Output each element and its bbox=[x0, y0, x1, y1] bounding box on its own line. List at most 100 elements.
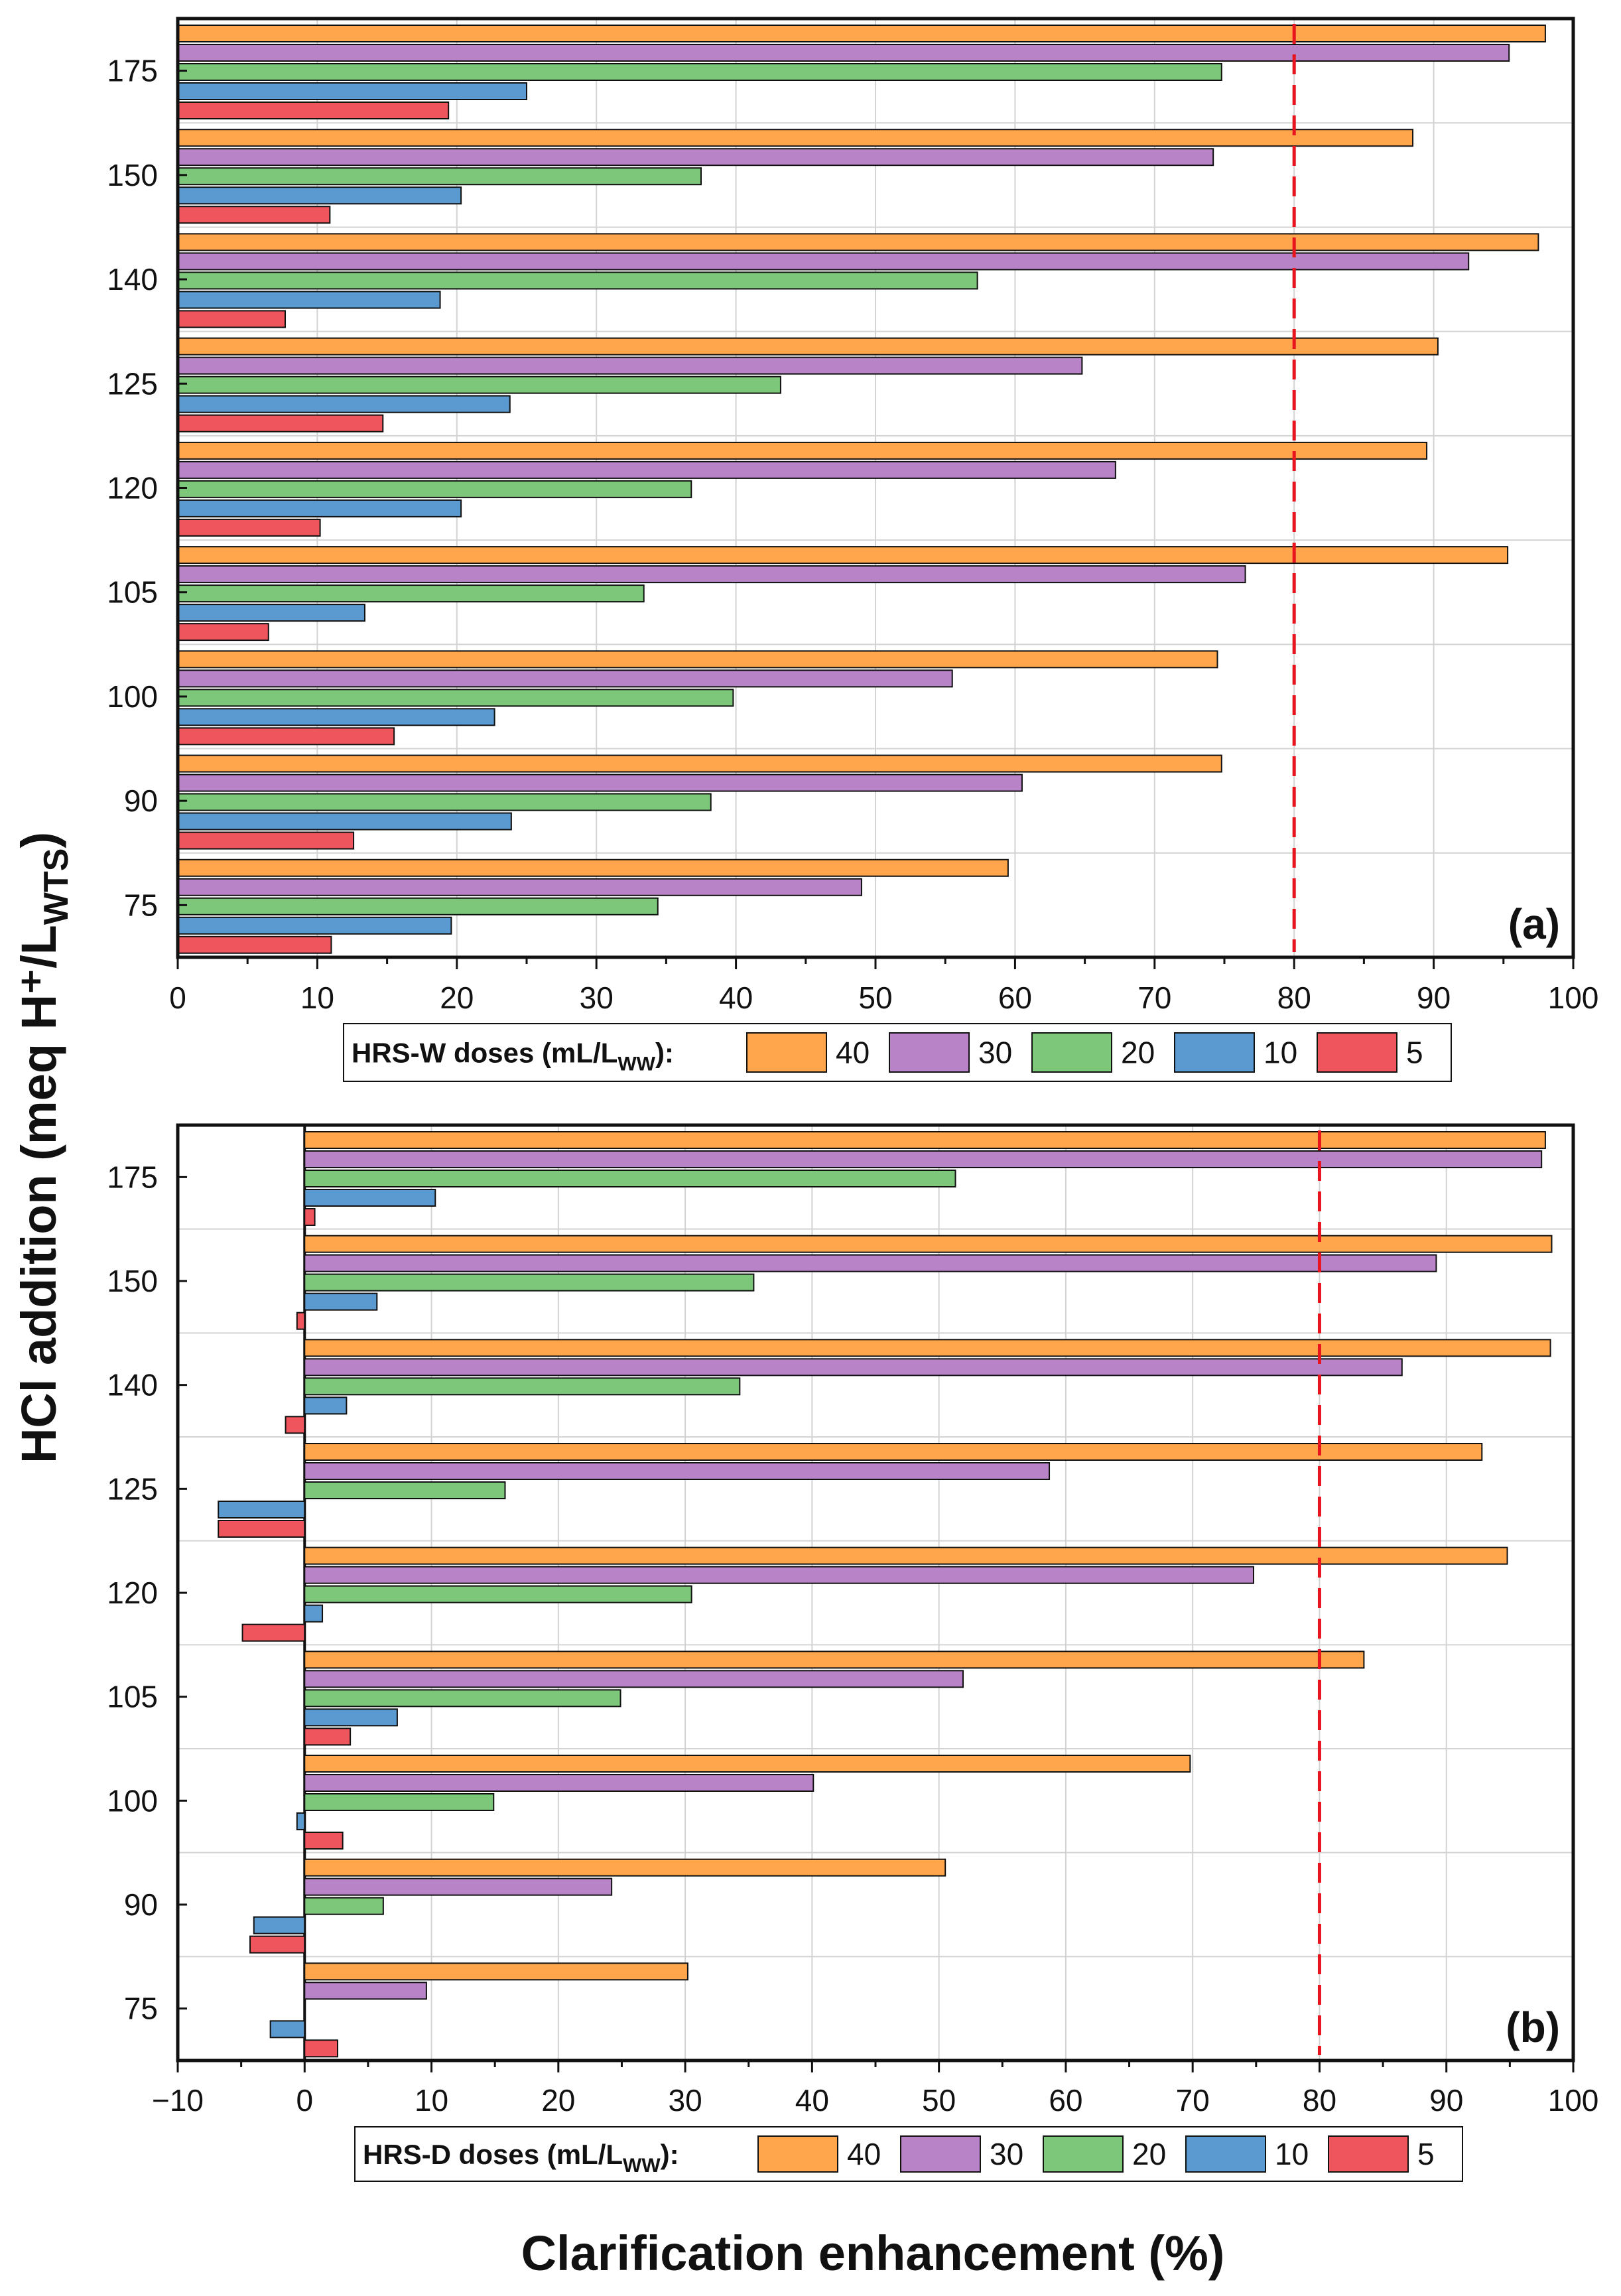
y-axis-title-close: ) bbox=[11, 832, 66, 848]
bar-140-dose-40 bbox=[304, 1339, 1551, 1357]
x-tick-label: 30 bbox=[669, 2083, 702, 2118]
bar-125-dose-20 bbox=[304, 1481, 506, 1499]
x-tick-label: 60 bbox=[998, 980, 1032, 1015]
legend: HRS-D doses (mL/LWW): 40 30 20 10 5 bbox=[354, 2126, 1463, 2182]
bar-150-dose-10 bbox=[304, 1292, 378, 1311]
x-tick-label: 40 bbox=[795, 2083, 829, 2118]
x-tick-label: −10 bbox=[152, 2083, 204, 2118]
bar-105-dose-5 bbox=[304, 1727, 352, 1746]
y-tick-label: 90 bbox=[124, 1887, 158, 1922]
x-tick-label: 90 bbox=[1429, 2083, 1463, 2118]
bar-105-dose-10 bbox=[177, 604, 365, 622]
legend-swatch-5 bbox=[1328, 2135, 1409, 2173]
bar-90-dose-20 bbox=[177, 793, 712, 811]
bar-125-dose-30 bbox=[304, 1462, 1051, 1480]
y-tick-label: 105 bbox=[107, 1680, 158, 1714]
y-tick-label: 140 bbox=[107, 262, 158, 297]
bar-140-dose-20 bbox=[177, 271, 978, 290]
bar-90-dose-40 bbox=[177, 754, 1222, 773]
bar-175-dose-40 bbox=[304, 1131, 1546, 1149]
bar-105-dose-30 bbox=[177, 565, 1246, 584]
legend-swatch-40 bbox=[746, 1032, 827, 1073]
x-tick-label: 70 bbox=[1137, 980, 1171, 1015]
legend-swatch-30 bbox=[900, 2135, 981, 2173]
bar-75-dose-10 bbox=[269, 2020, 306, 2039]
bar-100-dose-30 bbox=[304, 1774, 814, 1792]
legend-label-10: 10 bbox=[1275, 2137, 1309, 2171]
bar-150-dose-30 bbox=[304, 1254, 1437, 1272]
bar-100-dose-40 bbox=[304, 1755, 1191, 1773]
bar-90-dose-30 bbox=[177, 774, 1023, 792]
bar-175-dose-30 bbox=[177, 44, 1510, 62]
bar-125-dose-30 bbox=[177, 356, 1083, 375]
bar-105-dose-40 bbox=[177, 546, 1509, 565]
legend-label-5: 5 bbox=[1417, 2137, 1435, 2171]
bar-125-dose-40 bbox=[177, 337, 1439, 356]
bar-175-dose-30 bbox=[304, 1150, 1543, 1168]
bar-120-dose-5 bbox=[177, 518, 321, 537]
y-tick-label: 175 bbox=[107, 1160, 158, 1194]
bar-125-dose-5 bbox=[218, 1520, 306, 1538]
bar-105-dose-20 bbox=[177, 584, 645, 603]
bar-125-dose-10 bbox=[218, 1501, 306, 1519]
legend: HRS-W doses (mL/LWW): 40 30 20 10 5 bbox=[343, 1023, 1452, 1082]
bar-120-dose-30 bbox=[177, 460, 1116, 479]
bar-150-dose-5 bbox=[296, 1312, 306, 1330]
bar-90-dose-5 bbox=[177, 831, 355, 850]
panel-label: (b) bbox=[1506, 2003, 1560, 2051]
bar-75-dose-30 bbox=[304, 1982, 427, 2000]
bar-120-dose-30 bbox=[304, 1566, 1254, 1584]
legend-swatch-5 bbox=[1317, 1032, 1397, 1073]
x-tick-label: 20 bbox=[541, 2083, 575, 2118]
y-tick-label: 120 bbox=[107, 471, 158, 506]
bar-75-dose-5 bbox=[304, 2039, 339, 2058]
y-tick-label: 100 bbox=[107, 1783, 158, 1818]
bar-75-dose-5 bbox=[177, 935, 332, 954]
y-tick-label: 140 bbox=[107, 1368, 158, 1402]
bar-75-dose-20 bbox=[177, 897, 659, 915]
x-tick-label: 0 bbox=[296, 2083, 313, 2118]
bar-140-dose-30 bbox=[304, 1358, 1403, 1377]
x-tick-label: 50 bbox=[858, 980, 892, 1015]
bar-100-dose-10 bbox=[177, 708, 495, 726]
bar-150-dose-40 bbox=[304, 1235, 1553, 1253]
panel-label: (a) bbox=[1508, 900, 1560, 948]
x-tick-label: 80 bbox=[1303, 2083, 1336, 2118]
legend-swatch-20 bbox=[1043, 2135, 1124, 2173]
bar-120-dose-40 bbox=[304, 1546, 1508, 1565]
bar-120-dose-20 bbox=[304, 1585, 692, 1603]
legend-label-40: 40 bbox=[836, 1036, 870, 1070]
bar-100-dose-20 bbox=[177, 689, 734, 707]
bar-90-dose-30 bbox=[304, 1877, 613, 1896]
x-tick-label: 0 bbox=[169, 980, 186, 1015]
x-tick-label: 50 bbox=[922, 2083, 956, 2118]
bar-100-dose-10 bbox=[296, 1812, 306, 1830]
bar-90-dose-5 bbox=[249, 1935, 306, 1954]
bar-125-dose-5 bbox=[177, 414, 384, 433]
bar-90-dose-10 bbox=[177, 812, 512, 831]
bar-140-dose-10 bbox=[177, 291, 441, 309]
bar-140-dose-40 bbox=[177, 233, 1539, 251]
bar-125-dose-40 bbox=[304, 1443, 1483, 1461]
legend-label-30: 30 bbox=[978, 1036, 1012, 1070]
x-tick-label: 10 bbox=[300, 980, 334, 1015]
bar-175-dose-5 bbox=[304, 1208, 316, 1226]
x-axis-title: Clarification enhancement (%) bbox=[521, 2226, 1225, 2281]
bar-175-dose-5 bbox=[177, 101, 450, 119]
bar-120-dose-40 bbox=[177, 441, 1428, 460]
bar-120-dose-10 bbox=[177, 499, 462, 517]
bars bbox=[177, 25, 1546, 954]
bar-150-dose-20 bbox=[177, 167, 702, 186]
bar-105-dose-10 bbox=[304, 1708, 398, 1727]
legend-label-20: 20 bbox=[1132, 2137, 1166, 2171]
y-tick-label: 175 bbox=[107, 54, 158, 88]
y-axis-title-main: HCl addition (meq H⁺/L bbox=[11, 925, 66, 1463]
bar-120-dose-10 bbox=[304, 1604, 324, 1623]
bar-140-dose-5 bbox=[285, 1416, 306, 1434]
y-axis-title-sub: WTS bbox=[37, 848, 76, 925]
bar-75-dose-40 bbox=[304, 1962, 688, 1981]
legend-swatch-40 bbox=[757, 2135, 838, 2173]
y-tick-label: 125 bbox=[107, 1471, 158, 1506]
